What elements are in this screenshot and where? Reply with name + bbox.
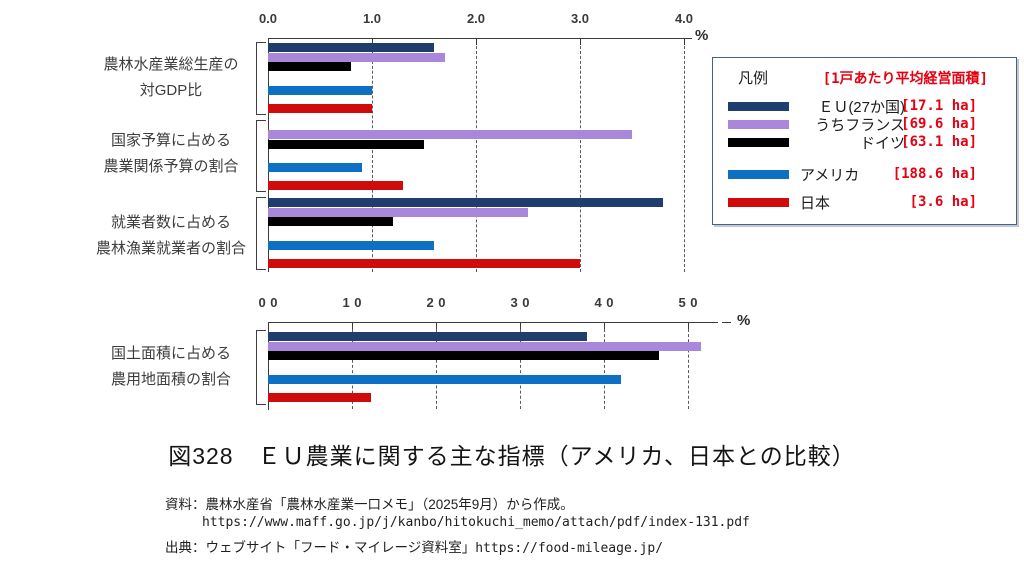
bottom-tick-label: 00 <box>258 295 283 310</box>
bottom-tick-label: 50 <box>678 295 703 310</box>
bottom-tick-label: 20 <box>426 295 451 310</box>
bar-france <box>268 52 445 62</box>
bar-japan <box>268 181 404 190</box>
bar-france <box>268 207 528 217</box>
gridline <box>436 329 437 409</box>
tick-mark <box>436 322 437 329</box>
legend-subtitle: [1戸あたり平均経営面積] <box>822 71 988 87</box>
top-unit-label: % <box>695 27 709 44</box>
bar-usa <box>268 163 362 172</box>
legend-label: アメリカ <box>800 166 860 184</box>
bottom-y-axis <box>268 322 269 410</box>
bottom-x-axis-end-dash <box>722 322 731 323</box>
legend-entry-france: うちフランス [69.6 ha] <box>713 115 1016 134</box>
legend-entry-japan: 日本 [3.6 ha] <box>713 193 1016 212</box>
bar-germany <box>268 217 393 226</box>
bar-eu <box>268 43 435 52</box>
bottom-x-axis <box>268 322 718 323</box>
bottom-unit-label: % <box>737 312 751 329</box>
group-bracket <box>256 330 266 405</box>
tick-mark <box>604 322 605 329</box>
legend-label: うちフランス <box>815 116 905 134</box>
legend-entry-eu: ＥＵ(27か国) [17.1 ha] <box>713 97 1016 116</box>
group-bracket <box>256 42 266 115</box>
legend-label: ドイツ <box>859 134 905 152</box>
source-line-3: 出典：ウェブサイト「フード・マイレージ資料室」https://food-mile… <box>165 536 663 556</box>
bar-germany <box>268 62 352 71</box>
bottom-tick-label: 30 <box>510 295 535 310</box>
gridline <box>684 46 685 272</box>
source-line-3-url: https://food-mileage.jp/ <box>475 541 664 556</box>
bar-usa <box>268 85 372 95</box>
bar-france <box>268 341 701 351</box>
bar-france <box>268 130 632 139</box>
bar-usa <box>268 240 435 250</box>
figure-title: 図328 ＥＵ農業に関する主な指標（アメリカ、日本との比較） <box>168 443 856 469</box>
legend-label: ＥＵ(27か国) <box>818 98 905 116</box>
bar-eu <box>268 332 588 341</box>
legend-value: [69.6 ha] <box>901 116 977 132</box>
eu-color-swatch <box>728 101 789 111</box>
tick-mark <box>580 38 581 45</box>
gridline <box>372 46 373 272</box>
source-line-3-text: 出典：ウェブサイト「フード・マイレージ資料室」 <box>165 540 476 555</box>
top-x-axis <box>268 38 692 39</box>
bottom-tick-label: 10 <box>342 295 367 310</box>
legend-label: 日本 <box>800 194 831 212</box>
category-label-workers: 就業者数に占める 農林漁業就業者の割合 <box>95 214 246 257</box>
source-line-2-url: https://www.maff.go.jp/j/kanbo/hitokuchi… <box>202 515 750 530</box>
bar-germany <box>268 139 424 149</box>
gridline <box>476 46 477 272</box>
legend-value: [63.1 ha] <box>901 134 977 150</box>
category-label-land: 国土面積に占める 農用地面積の割合 <box>110 345 231 388</box>
tick-mark <box>476 38 477 45</box>
bar-germany <box>268 351 659 360</box>
category-label-gdp: 農林水産業総生産の 対GDP比 <box>103 56 239 99</box>
bar-japan <box>268 258 580 268</box>
gridline <box>604 329 605 409</box>
bar-eu <box>268 198 664 207</box>
japan-color-swatch <box>728 197 789 207</box>
category-label-budget: 国家予算に占める 農業関係予算の割合 <box>103 132 239 175</box>
legend-entry-usa: アメリカ [188.6 ha] <box>713 165 1016 184</box>
bar-usa <box>268 374 621 384</box>
legend-value: [17.1 ha] <box>901 98 977 114</box>
germany-color-swatch <box>728 137 789 147</box>
gridline <box>520 329 521 409</box>
legend-value: [3.6 ha] <box>909 194 977 210</box>
source-line-1: 資料：農林水産省「農林水産業一口メモ」（2025年9月）から作成。 <box>165 497 574 512</box>
gridline <box>580 46 581 272</box>
group-bracket <box>256 197 266 270</box>
usa-color-swatch <box>728 169 789 179</box>
tick-mark <box>684 38 685 45</box>
top-y-axis <box>268 38 269 272</box>
top-tick-label: 0.0 <box>258 11 278 26</box>
top-tick-label: 2.0 <box>466 11 486 26</box>
top-tick-label: 1.0 <box>362 11 382 26</box>
legend-title: 凡例 <box>738 70 769 87</box>
top-tick-label: 3.0 <box>570 11 590 26</box>
gridline <box>352 329 353 409</box>
legend-entry-germany: ドイツ [63.1 ha] <box>713 133 1016 152</box>
bar-japan <box>268 103 372 113</box>
france-color-swatch <box>728 119 789 129</box>
tick-mark <box>688 322 689 329</box>
gridline <box>688 329 689 409</box>
legend-value: [188.6 ha] <box>892 166 977 182</box>
group-bracket <box>256 120 266 192</box>
top-tick-label: 4.0 <box>674 11 694 26</box>
tick-mark <box>520 322 521 329</box>
tick-mark <box>372 38 373 45</box>
legend-box: 凡例 [1戸あたり平均経営面積] ＥＵ(27か国) [17.1 ha] うちフラ… <box>712 57 1017 225</box>
bottom-tick-label: 40 <box>594 295 619 310</box>
bar-japan <box>268 392 372 402</box>
tick-mark <box>352 322 353 329</box>
